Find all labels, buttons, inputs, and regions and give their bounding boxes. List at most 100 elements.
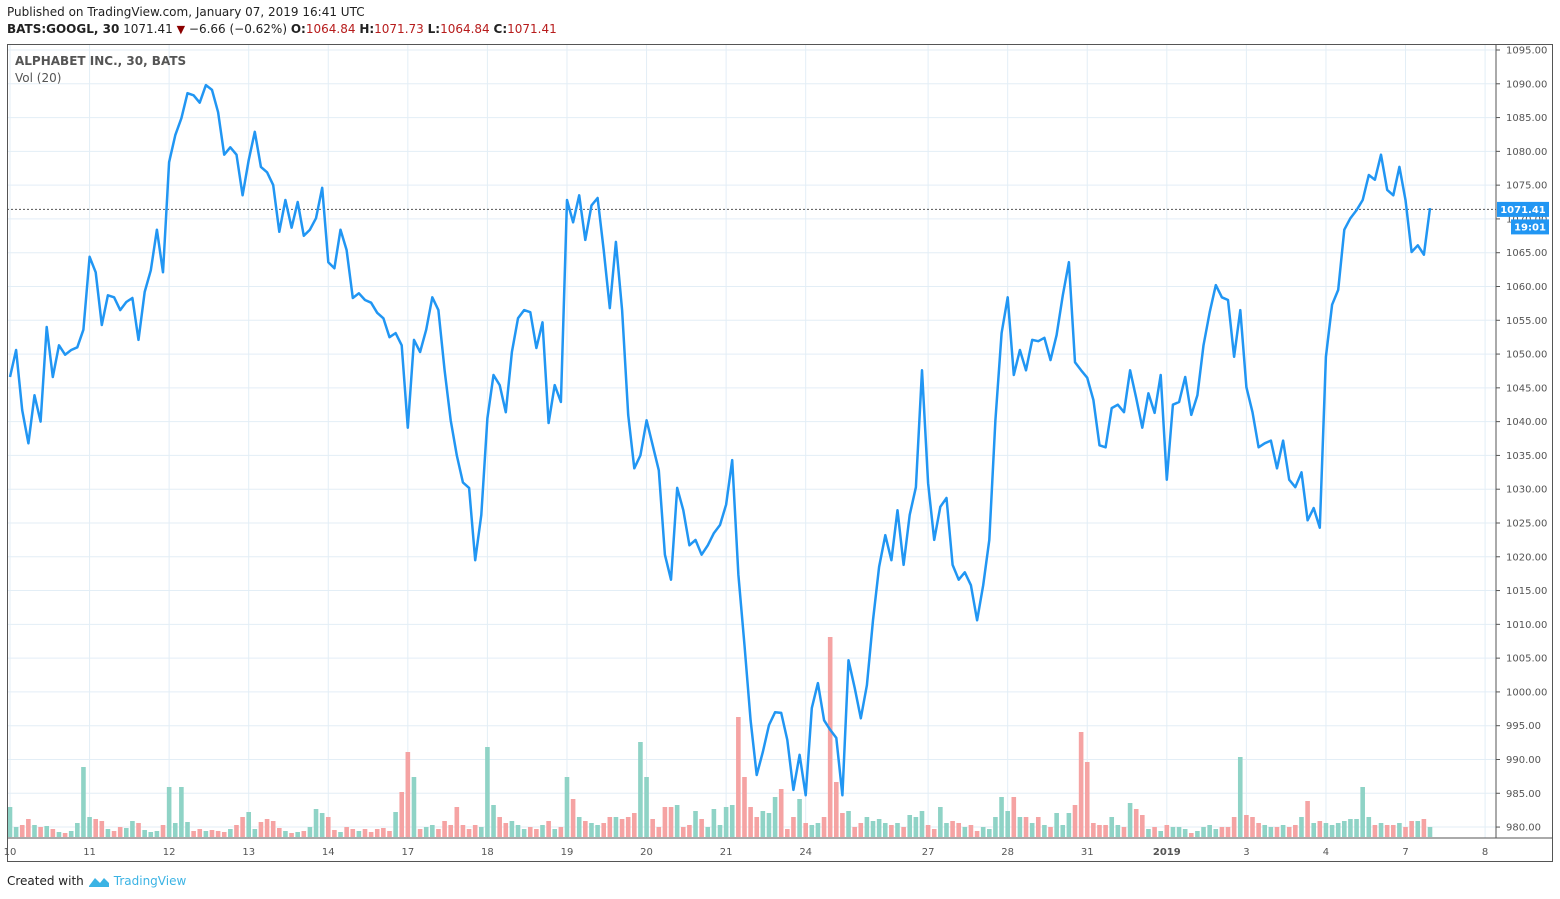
volume-bar bbox=[576, 817, 582, 837]
high-label: H: bbox=[359, 22, 375, 36]
volume-bar bbox=[62, 833, 68, 837]
volume-bar bbox=[1225, 827, 1231, 837]
volume-bar bbox=[925, 825, 931, 837]
volume-bar bbox=[803, 823, 808, 837]
volume-bar bbox=[680, 827, 686, 837]
volume-bar bbox=[1256, 823, 1261, 837]
x-tick-label: 12 bbox=[163, 847, 176, 858]
volume-bar bbox=[1066, 813, 1072, 837]
volume-bar bbox=[785, 829, 790, 837]
y-tick-label: 1065.00 bbox=[1506, 248, 1547, 259]
volume-bar bbox=[723, 807, 729, 837]
y-tick-label: 1000.00 bbox=[1506, 687, 1547, 698]
volume-bar bbox=[387, 831, 392, 837]
footer: Created with TradingView bbox=[7, 874, 186, 888]
volume-bar bbox=[1274, 827, 1280, 837]
volume-bar bbox=[381, 828, 386, 837]
volume-bar bbox=[1317, 821, 1323, 837]
volume-bar bbox=[234, 825, 239, 837]
volume-bar bbox=[1360, 787, 1365, 837]
volume-bar bbox=[454, 807, 460, 837]
volume-bar bbox=[179, 787, 184, 837]
volume-bar bbox=[1091, 823, 1096, 837]
volume-bar bbox=[1127, 803, 1133, 837]
volume-bar bbox=[472, 825, 478, 837]
volume-bar bbox=[87, 817, 92, 837]
volume-bar bbox=[258, 822, 264, 837]
y-tick-label: 1020.00 bbox=[1506, 552, 1547, 563]
volume-bar bbox=[68, 831, 74, 837]
volume-bar bbox=[944, 823, 949, 837]
volume-bar bbox=[1311, 823, 1317, 837]
price-line bbox=[8, 83, 1432, 797]
volume-bar bbox=[1231, 817, 1237, 837]
y-tick-label: 1030.00 bbox=[1506, 485, 1547, 496]
volume-bar bbox=[442, 821, 447, 837]
volume-bar bbox=[993, 817, 998, 837]
volume-bar bbox=[1048, 827, 1053, 837]
volume-bar bbox=[607, 817, 613, 837]
volume-bar bbox=[1329, 825, 1335, 837]
volume-bar bbox=[75, 823, 80, 837]
volume-bar bbox=[987, 829, 992, 837]
volume-bar bbox=[1170, 827, 1176, 837]
x-tick-label: 8 bbox=[1482, 847, 1488, 858]
volume-bar bbox=[1182, 829, 1188, 837]
volume-bar bbox=[693, 811, 698, 837]
volume-bar bbox=[491, 805, 496, 837]
volume-bar bbox=[1384, 825, 1390, 837]
volume-bar bbox=[191, 831, 196, 837]
volume-bar bbox=[313, 809, 319, 837]
volume-bar bbox=[1133, 809, 1139, 837]
volume-bar bbox=[515, 825, 521, 837]
volume-bar bbox=[589, 823, 594, 837]
volume-bar bbox=[81, 767, 86, 837]
volume-bar bbox=[833, 782, 839, 837]
volume-bar bbox=[1323, 823, 1329, 837]
volume-bar bbox=[270, 821, 276, 837]
volume-bar bbox=[393, 812, 398, 837]
volume-bar bbox=[289, 833, 294, 837]
volume-bar bbox=[399, 792, 405, 837]
low-value: 1064.84 bbox=[440, 22, 490, 36]
volume-bar bbox=[1372, 825, 1378, 837]
volume-bar bbox=[503, 823, 509, 837]
last-price: 1071.41 bbox=[123, 22, 173, 36]
volume-bar bbox=[1348, 819, 1353, 837]
volume-bar bbox=[240, 817, 245, 837]
tradingview-link[interactable]: TradingView bbox=[113, 874, 187, 888]
volume-bar bbox=[570, 799, 576, 837]
y-tick-label: 995.00 bbox=[1506, 721, 1541, 732]
volume-bar bbox=[478, 827, 484, 837]
volume-bar bbox=[846, 811, 851, 837]
volume-bar bbox=[1072, 805, 1078, 837]
volume-bar bbox=[209, 830, 215, 837]
volume-bar bbox=[1103, 825, 1108, 837]
volume-bar bbox=[858, 823, 864, 837]
volume-bar bbox=[1244, 815, 1249, 837]
volume-bar bbox=[1397, 823, 1402, 837]
volume-bar bbox=[1005, 811, 1010, 837]
y-tick-label: 1040.00 bbox=[1506, 417, 1547, 428]
volume-bar bbox=[185, 822, 190, 837]
y-tick-label: 1015.00 bbox=[1506, 586, 1547, 597]
high-value: 1071.73 bbox=[374, 22, 424, 36]
volume-bar bbox=[583, 821, 588, 837]
open-label: O: bbox=[290, 22, 306, 36]
volume-bar bbox=[307, 827, 313, 837]
volume-bar bbox=[595, 825, 600, 837]
x-tick-label: 14 bbox=[322, 847, 335, 858]
volume-bar bbox=[1293, 825, 1298, 837]
volume-bar bbox=[1207, 825, 1212, 837]
volume-bar bbox=[729, 805, 735, 837]
volume-bar bbox=[1305, 801, 1310, 837]
volume-bar bbox=[864, 817, 870, 837]
volume-bar bbox=[246, 812, 252, 837]
volume-bar bbox=[668, 807, 674, 837]
volume-bar bbox=[111, 831, 117, 837]
volume-bar bbox=[430, 825, 435, 837]
open-value: 1064.84 bbox=[305, 22, 356, 36]
volume-bar bbox=[38, 827, 43, 837]
volume-bar bbox=[901, 827, 906, 837]
